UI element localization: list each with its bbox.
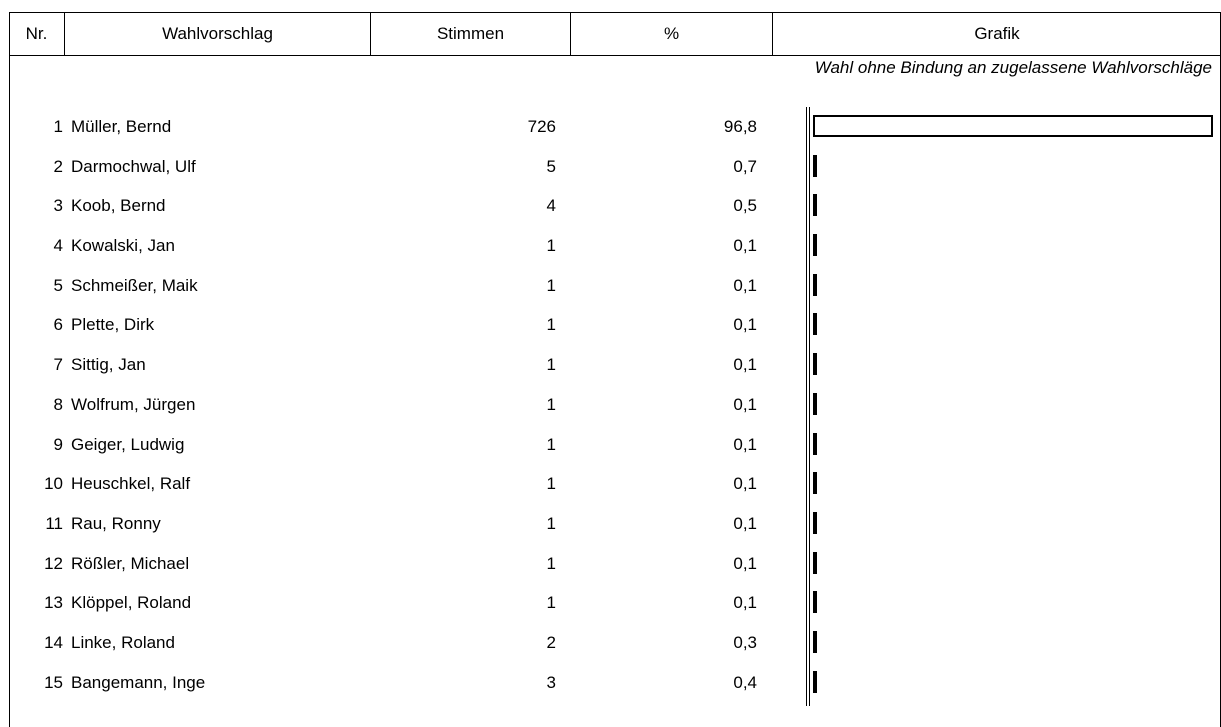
row-share-bar <box>813 670 817 693</box>
row-share-bar <box>813 313 817 336</box>
row-nr: 15 <box>44 672 63 692</box>
row-candidate-name: Koob, Bernd <box>71 196 166 216</box>
row-stimmen: 1 <box>546 275 556 295</box>
row-candidate-name: Wolfrum, Jürgen <box>71 394 196 414</box>
row-share-bar <box>813 551 817 574</box>
row-candidate-name: Rößler, Michael <box>71 553 190 573</box>
row-candidate-name: Linke, Roland <box>71 632 175 652</box>
bar-axis <box>806 107 810 706</box>
row-nr: 8 <box>53 394 63 414</box>
table-row: 6 Plette, Dirk 1 0,1 <box>0 305 1221 345</box>
header-stimmen: Stimmen <box>371 12 571 55</box>
row-stimmen: 1 <box>546 474 556 494</box>
table-header: Nr. Wahlvorschlag Stimmen % Grafik <box>9 12 1221 56</box>
row-prozent: 0,1 <box>733 593 757 613</box>
row-nr: 1 <box>53 117 63 136</box>
row-stimmen: 1 <box>546 593 556 613</box>
row-share-bar <box>813 234 817 257</box>
row-share-bar <box>813 591 817 614</box>
row-prozent: 0,1 <box>733 236 757 256</box>
header-prozent: % <box>571 12 773 55</box>
row-prozent: 0,1 <box>733 474 757 494</box>
row-prozent: 0,1 <box>733 275 757 295</box>
table-row: 12 Rößler, Michael 1 0,1 <box>0 544 1221 584</box>
row-candidate-name: Geiger, Ludwig <box>71 434 185 454</box>
table-row: 5 Schmeißer, Maik 1 0,1 <box>0 266 1221 306</box>
table-row: 13 Klöppel, Roland 1 0,1 <box>0 583 1221 623</box>
row-stimmen: 726 <box>527 117 556 136</box>
row-stimmen: 1 <box>546 513 556 533</box>
row-prozent: 0,1 <box>733 513 757 533</box>
row-candidate-name: Rau, Ronny <box>71 513 161 533</box>
row-candidate-name: Heuschkel, Ralf <box>71 474 191 494</box>
row-stimmen: 1 <box>546 355 556 375</box>
table-row: 7 Sittig, Jan 1 0,1 <box>0 345 1221 385</box>
row-nr: 7 <box>53 355 63 375</box>
row-nr: 4 <box>53 236 63 256</box>
row-share-bar <box>813 194 817 217</box>
table-row: 9 Geiger, Ludwig 1 0,1 <box>0 425 1221 465</box>
row-stimmen: 1 <box>546 394 556 414</box>
row-candidate-name: Klöppel, Roland <box>71 593 192 613</box>
table-row: 4 Kowalski, Jan 1 0,1 <box>0 226 1221 266</box>
row-prozent: 0,3 <box>733 632 757 652</box>
row-share-bar <box>813 392 817 415</box>
row-prozent: 0,1 <box>733 434 757 454</box>
row-prozent: 0,1 <box>733 355 757 375</box>
row-share-bar <box>813 115 1213 137</box>
row-nr: 5 <box>53 275 63 295</box>
table-row: 2 Darmochwal, Ulf 5 0,7 <box>0 147 1221 187</box>
row-nr: 12 <box>44 553 63 573</box>
row-candidate-name: Müller, Bernd <box>71 117 172 136</box>
row-nr: 6 <box>53 315 63 335</box>
row-candidate-name: Sittig, Jan <box>71 355 146 375</box>
row-stimmen: 2 <box>546 632 556 652</box>
table-row: 1 Müller, Bernd 726 96,8 <box>0 107 1221 147</box>
row-prozent: 0,7 <box>733 156 757 176</box>
row-share-bar <box>813 273 817 296</box>
row-prozent: 0,1 <box>733 315 757 335</box>
row-nr: 9 <box>53 434 63 454</box>
row-prozent: 0,1 <box>733 553 757 573</box>
row-share-bar <box>813 630 817 653</box>
row-nr: 11 <box>45 513 63 533</box>
row-stimmen: 1 <box>546 315 556 335</box>
row-nr: 14 <box>44 632 63 652</box>
row-stimmen: 4 <box>546 196 556 216</box>
election-subtitle: Wahl ohne Bindung an zugelassene Wahlvor… <box>814 58 1212 77</box>
row-nr: 13 <box>44 593 63 613</box>
header-wahlvorschlag: Wahlvorschlag <box>65 12 371 55</box>
row-stimmen: 1 <box>546 434 556 454</box>
row-candidate-name: Bangemann, Inge <box>71 672 206 692</box>
table-row: 11 Rau, Ronny 1 0,1 <box>0 504 1221 544</box>
row-candidate-name: Schmeißer, Maik <box>71 275 198 295</box>
table-row: 3 Koob, Bernd 4 0,5 <box>0 186 1221 226</box>
row-stimmen: 1 <box>546 553 556 573</box>
row-share-bar <box>813 154 817 177</box>
row-stimmen: 3 <box>546 672 556 692</box>
results-rows: 1 Müller, Bernd 726 96,8 2 Darmochwal, Ulf 5 0,… <box>0 107 1221 702</box>
row-stimmen: 1 <box>546 236 556 256</box>
row-candidate-name: Darmochwal, Ulf <box>71 156 196 176</box>
row-candidate-name: Kowalski, Jan <box>71 236 175 256</box>
table-row: 15 Bangemann, Inge 3 0,4 <box>0 663 1221 703</box>
row-prozent: 0,4 <box>733 672 757 692</box>
table-row: 14 Linke, Roland 2 0,3 <box>0 623 1221 663</box>
row-share-bar <box>813 472 817 495</box>
row-nr: 2 <box>53 156 63 176</box>
header-nr: Nr. <box>9 12 65 55</box>
row-share-bar <box>813 432 817 455</box>
row-share-bar <box>813 511 817 534</box>
row-nr: 10 <box>44 474 63 494</box>
row-candidate-name: Plette, Dirk <box>71 315 155 335</box>
table-row: 8 Wolfrum, Jürgen 1 0,1 <box>0 385 1221 425</box>
row-prozent: 0,1 <box>733 394 757 414</box>
header-grafik: Grafik <box>974 24 1020 43</box>
row-prozent: 0,5 <box>733 196 757 216</box>
row-nr: 3 <box>53 196 63 216</box>
table-row: 10 Heuschkel, Ralf 1 0,1 <box>0 464 1221 504</box>
row-stimmen: 5 <box>546 156 556 176</box>
row-share-bar <box>813 353 817 376</box>
row-prozent: 96,8 <box>723 117 757 136</box>
